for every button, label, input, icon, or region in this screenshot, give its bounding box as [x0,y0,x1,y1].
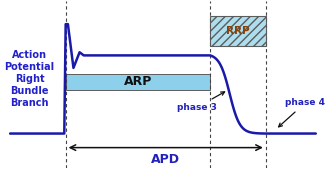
Text: APD: APD [151,153,180,166]
Text: Action
Potential
Right
Bundle
Branch: Action Potential Right Bundle Branch [4,50,55,108]
Text: phase 4: phase 4 [279,98,325,127]
Text: ARP: ARP [124,75,152,88]
Text: phase 3: phase 3 [177,92,225,112]
Text: RRP: RRP [226,26,250,36]
Bar [210,16,266,46]
Bar [66,74,210,90]
